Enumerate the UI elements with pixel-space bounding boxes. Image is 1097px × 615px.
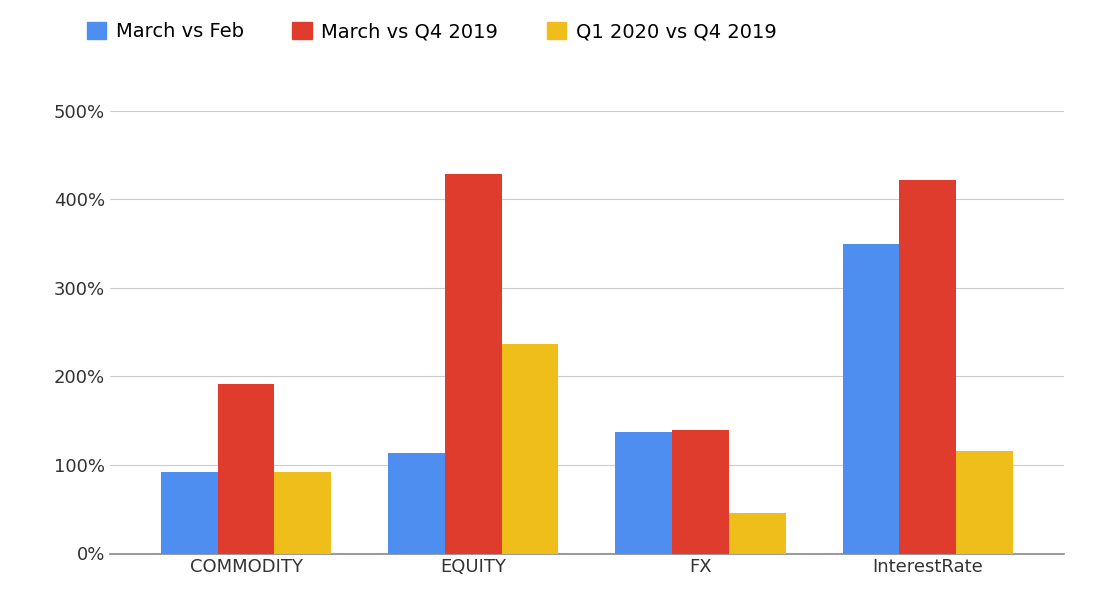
Bar <box>501 344 558 554</box>
Bar <box>217 384 274 554</box>
Bar <box>445 175 501 554</box>
Bar <box>842 244 900 554</box>
Bar <box>388 453 445 554</box>
Bar <box>672 429 728 554</box>
Legend: March vs Feb, March vs Q4 2019, Q1 2020 vs Q4 2019: March vs Feb, March vs Q4 2019, Q1 2020 … <box>87 22 777 41</box>
Bar <box>274 472 331 554</box>
Bar <box>161 472 217 554</box>
Bar <box>900 180 957 554</box>
Bar <box>728 513 785 554</box>
Bar <box>615 432 672 554</box>
Bar <box>957 451 1013 554</box>
